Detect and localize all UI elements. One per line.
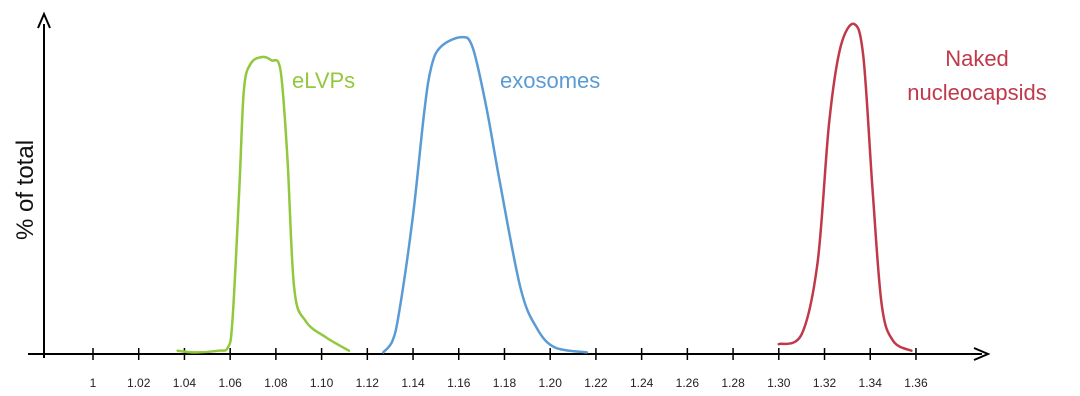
x-tick-label: 1.36 bbox=[904, 376, 928, 390]
x-tick-label: 1.02 bbox=[127, 376, 151, 390]
series-label-exosomes: exosomes bbox=[500, 68, 600, 93]
x-tick-label: 1.10 bbox=[310, 376, 334, 390]
series-label-naked-nucleocapsids: Naked nucleocapsids bbox=[907, 46, 1046, 105]
x-tick-label: 1.06 bbox=[218, 376, 242, 390]
series-line-elvps bbox=[176, 55, 351, 354]
y-axis-label: % of total bbox=[12, 140, 39, 240]
x-tick-label: 1.30 bbox=[767, 376, 791, 390]
x-tick-label: 1.08 bbox=[264, 376, 288, 390]
series-line-naked-nucleocapsids bbox=[777, 22, 913, 352]
x-tick-label: 1.34 bbox=[859, 376, 883, 390]
x-tick-label: 1.24 bbox=[630, 376, 654, 390]
x-tick-label: 1.04 bbox=[173, 376, 197, 390]
x-tick-label: 1.18 bbox=[493, 376, 517, 390]
x-tick-label: 1.20 bbox=[539, 376, 563, 390]
x-tick-label: 1 bbox=[90, 376, 97, 390]
x-axis-arrow-icon bbox=[973, 347, 991, 361]
series-label-elvps: eLVPs bbox=[292, 68, 355, 93]
x-tick-label: 1.22 bbox=[584, 376, 608, 390]
axes: 1 1.02 1.04 1.06 1.08 1.10 1.12 1.14 1.16 1.18 1.2… bbox=[12, 11, 991, 390]
x-tick-label: 1.16 bbox=[447, 376, 471, 390]
series-layer bbox=[176, 22, 913, 354]
x-tick-label: 1.32 bbox=[813, 376, 837, 390]
x-tick-label: 1.12 bbox=[356, 376, 380, 390]
series-line-exosomes bbox=[382, 35, 589, 354]
x-tick-label: 1.14 bbox=[401, 376, 425, 390]
x-tick-label: 1.28 bbox=[721, 376, 745, 390]
y-axis-arrow-icon bbox=[37, 11, 51, 29]
annotation-layer: eLVPs exosomes Naked nucleocapsids bbox=[292, 46, 1047, 105]
x-tick-label: 1.26 bbox=[676, 376, 700, 390]
